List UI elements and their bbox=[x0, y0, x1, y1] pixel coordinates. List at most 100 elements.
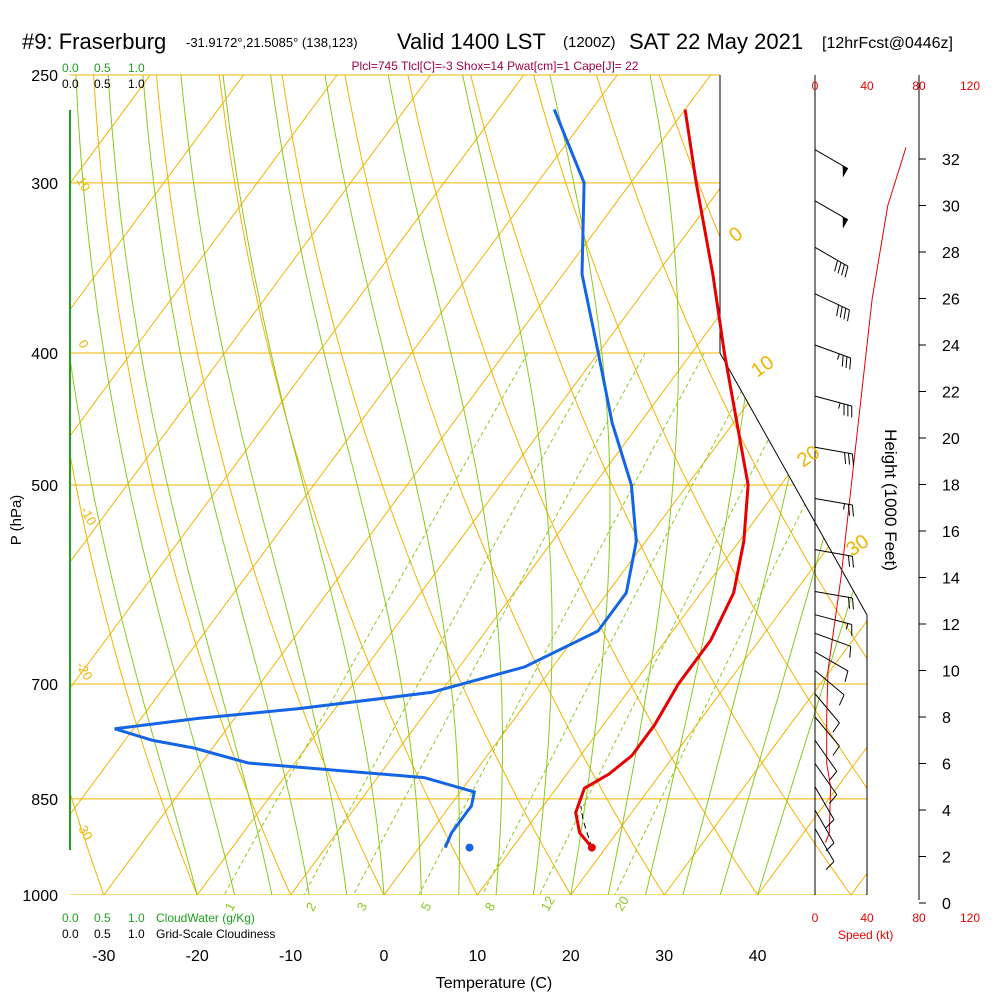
wind-barb-staff bbox=[814, 670, 845, 696]
isotherm-line bbox=[70, 75, 338, 895]
top-cw-tick-0: 0.0 bbox=[62, 61, 79, 75]
dry-adiabat-line bbox=[70, 75, 198, 895]
bot-cw-tick-0: 0.0 bbox=[62, 911, 79, 925]
wind-barb-staff bbox=[814, 590, 853, 599]
bot-cl-tick-0: 0.0 bbox=[62, 927, 79, 941]
wind-barb-feather bbox=[825, 819, 835, 829]
surface-dewpoint-dot bbox=[465, 843, 474, 852]
wind-barb-feather bbox=[841, 355, 844, 367]
isotherm-line bbox=[757, 75, 867, 895]
dewpoint-line bbox=[114, 108, 638, 849]
dry-adiabat-line bbox=[974, 75, 1000, 895]
speed-top-tick-2: 80 bbox=[912, 79, 926, 93]
moist-adiabat-line bbox=[75, 75, 236, 895]
height-tick-label-20: 20 bbox=[942, 431, 960, 448]
wind-barb-feather bbox=[841, 264, 845, 276]
y-tick-500: 500 bbox=[31, 478, 58, 495]
wind-barb-feather bbox=[832, 722, 840, 733]
speed-top-tick-1: 40 bbox=[860, 79, 874, 93]
wind-barb-staff bbox=[814, 549, 853, 557]
wind-barb-feather bbox=[829, 771, 838, 781]
mixing-ratio-label-3: 3 bbox=[354, 900, 371, 914]
moist-adiabat-line bbox=[607, 75, 679, 895]
wind-barb-feather bbox=[834, 260, 839, 272]
bot-cw-label: CloudWater (g/Kg) bbox=[156, 911, 255, 925]
top-cw-tick-1: 0.5 bbox=[94, 61, 111, 75]
wind-barb-staff bbox=[814, 200, 849, 221]
wind-barb-staff bbox=[814, 344, 851, 359]
wind-barb-half-feather bbox=[845, 623, 849, 630]
surface-temperature-dot bbox=[587, 843, 596, 852]
wind-barb-staff bbox=[814, 614, 852, 626]
station-coords: -31.9172°,21.5085° (138,123) bbox=[186, 35, 358, 50]
wind-barb bbox=[814, 293, 850, 322]
moist-adiabat-line bbox=[70, 75, 198, 895]
x-tick--10: -10 bbox=[279, 948, 302, 965]
isotherm-line bbox=[70, 75, 431, 895]
speed-bot-tick-2: 80 bbox=[912, 911, 926, 925]
wind-barb-staff bbox=[814, 395, 852, 407]
isotherm-line bbox=[70, 75, 618, 895]
isotherm-line bbox=[570, 75, 867, 895]
y-tick-250: 250 bbox=[31, 68, 58, 85]
wind-barb-feather bbox=[845, 356, 848, 369]
wind-barb-feather bbox=[851, 556, 854, 568]
dry-adiabat-label-0: 10 bbox=[73, 174, 93, 194]
wind-barb-feather bbox=[836, 304, 840, 317]
wind-barb-staff bbox=[814, 293, 850, 311]
height-tick-label-30: 30 bbox=[942, 199, 960, 216]
moist-adiabat-line bbox=[142, 75, 310, 895]
moist-adiabat-line bbox=[719, 75, 867, 895]
top-cw-tick-2: 1.0 bbox=[128, 61, 145, 75]
bot-cw-tick-1: 0.5 bbox=[94, 911, 111, 925]
y-tick-300: 300 bbox=[31, 176, 58, 193]
top-cl-tick-1: 0.5 bbox=[94, 77, 111, 91]
wind-barb-staff bbox=[814, 632, 851, 647]
wind-barb-staff bbox=[814, 716, 840, 747]
wind-barb-pennant bbox=[842, 165, 848, 178]
mixing-ratio-label-8: 8 bbox=[482, 900, 499, 914]
bot-cw-tick-2: 1.0 bbox=[128, 911, 145, 925]
height-tick-label-0: 0 bbox=[942, 896, 951, 913]
y-tick-700: 700 bbox=[31, 677, 58, 694]
top-cl-tick-2: 1.0 bbox=[128, 77, 145, 91]
mixing-ratio-line bbox=[481, 352, 762, 895]
height-tick-label-8: 8 bbox=[942, 710, 951, 727]
dry-adiabat-line bbox=[93, 75, 292, 895]
wind-barb bbox=[814, 632, 852, 658]
y-axis-title: P (hPa) bbox=[8, 495, 25, 546]
dry-adiabat-line bbox=[0, 75, 10, 895]
height-tick-label-10: 10 bbox=[942, 664, 960, 681]
wind-barb bbox=[814, 549, 854, 568]
station-title: #9: Fraserburg bbox=[22, 29, 166, 54]
dry-adiabat-line bbox=[595, 75, 867, 895]
height-tick-label-24: 24 bbox=[942, 338, 960, 355]
wind-barb-staff bbox=[814, 246, 849, 267]
wind-barb-feather bbox=[844, 452, 847, 464]
height-tick-label-28: 28 bbox=[942, 245, 960, 262]
dry-adiabat-label-8: 30 bbox=[842, 530, 873, 561]
wind-barb bbox=[814, 651, 849, 683]
height-axis-title: Height (1000 Feet) bbox=[881, 429, 900, 571]
moist-adiabat-line bbox=[324, 75, 460, 895]
height-tick-label-26: 26 bbox=[942, 292, 960, 309]
x-tick-10: 10 bbox=[469, 948, 487, 965]
wind-barb-feather bbox=[829, 794, 838, 804]
moist-adiabat-line bbox=[757, 75, 867, 895]
wind-barb bbox=[814, 200, 849, 229]
speed-axis: 0 40 80 120 0 40 80 120 Speed (kt) bbox=[812, 79, 981, 942]
moist-adiabat-line bbox=[462, 75, 553, 895]
height-tick-label-2: 2 bbox=[942, 850, 951, 867]
dry-adiabat-label-1: 0 bbox=[75, 337, 92, 351]
wind-barb-staff bbox=[814, 828, 835, 862]
height-tick-label-16: 16 bbox=[942, 524, 960, 541]
dry-adiabat-line bbox=[344, 75, 665, 895]
wind-barb bbox=[814, 739, 838, 781]
y-tick-1000: 1000 bbox=[22, 888, 58, 905]
moist-adiabat-line bbox=[270, 75, 422, 895]
height-tick-label-6: 6 bbox=[942, 757, 951, 774]
parcel-line bbox=[580, 805, 593, 848]
speed-bot-tick-0: 0 bbox=[812, 911, 819, 925]
speed-bot-tick-1: 40 bbox=[860, 911, 874, 925]
